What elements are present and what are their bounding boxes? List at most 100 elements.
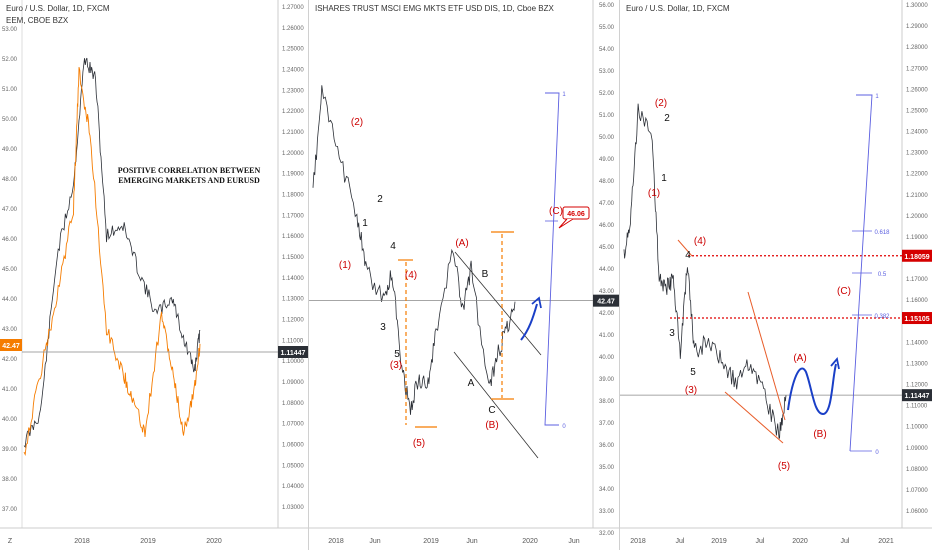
left-axis-tick: 43.00	[2, 327, 18, 333]
eem-chart-svg: 56.00 55.00 54.00 53.00 52.00 51.00 50.00 49.00…	[309, 0, 619, 545]
y-axis-tick: 35.00	[599, 465, 615, 471]
y-axis-tick: 1.30000	[906, 3, 928, 9]
x-axis-tick: Jun	[369, 538, 380, 545]
wave-label: (B)	[813, 429, 826, 440]
right-axis-tick: 1.25000	[282, 47, 304, 53]
y-axis-tick: 1.17000	[906, 277, 928, 283]
right-axis-tick: 1.04000	[282, 484, 304, 490]
wave-label: (A)	[793, 353, 806, 364]
left-axis-tick: 38.00	[2, 477, 18, 483]
y-axis-tick: 1.23000	[906, 151, 928, 157]
wave-label: (C)	[837, 286, 851, 297]
channel-lower-line	[453, 351, 539, 459]
left-axis-tick: 41.00	[2, 387, 18, 393]
y-axis-tick: 49.00	[599, 157, 615, 163]
right-axis-tick: 1.19000	[282, 172, 304, 178]
right-axis-tick: 1.24000	[282, 68, 304, 74]
wave-label: (5)	[413, 438, 425, 449]
wave-label: C	[488, 405, 495, 416]
wave-label: 5	[690, 367, 696, 378]
y-axis-tick: 54.00	[599, 47, 615, 53]
wave-label: (5)	[778, 461, 790, 472]
projection-wave-path	[787, 363, 837, 416]
eem-price-line	[312, 85, 516, 415]
wave-label: (A)	[455, 238, 468, 249]
wedge-lower-line	[724, 391, 784, 444]
y-axis-tick: 1.12000	[906, 383, 928, 389]
wave-label: 3	[380, 322, 386, 333]
right-axis-tick: 1.05000	[282, 463, 304, 469]
target-callout-text: 46.06	[567, 211, 585, 218]
right-axis-tick: 1.08000	[282, 401, 304, 407]
y-axis-tick: 56.00	[599, 3, 615, 9]
y-axis-tick: 42.00	[599, 311, 615, 317]
left-axis-tick: 51.00	[2, 87, 18, 93]
wave-label: (2)	[655, 98, 667, 109]
y-axis-tick: 43.00	[599, 289, 615, 295]
x-axis-tick: Jun	[568, 538, 579, 545]
left-axis-tick: 45.00	[2, 267, 18, 273]
left-axis-tick: 44.00	[2, 297, 18, 303]
x-axis-tick: 2018	[328, 538, 344, 545]
right-axis-tick: 1.27000	[282, 5, 304, 11]
price-badge-bg	[593, 294, 619, 307]
panel-divider	[308, 0, 309, 550]
price-badge-bg	[902, 389, 932, 402]
x-axis-tick: 2020	[522, 538, 538, 545]
x-axis-tick: 2020	[792, 538, 808, 545]
right-axis-tick: 1.16000	[282, 234, 304, 240]
projection-arrow-head	[830, 357, 840, 370]
left-axis-tick: 40.00	[2, 417, 18, 423]
wave-label: 3	[669, 328, 675, 339]
right-axis-tick: 1.03000	[282, 505, 304, 511]
panel-3-title: Euro / U.S. Dollar, 1D, FXCM	[626, 4, 730, 13]
price-badge: 42.47	[597, 299, 615, 306]
wave-label: (1)	[339, 260, 351, 271]
right-price-badge-bg	[278, 346, 308, 358]
right-axis-tick: 1.17000	[282, 213, 304, 219]
x-axis-tick: Jul	[756, 538, 765, 545]
wave-label: (2)	[351, 117, 363, 128]
correlation-chart-svg: 53.00 52.00 51.00 50.00 49.00 48.00 47.00 46.00…	[0, 0, 308, 545]
wave-label: B	[482, 269, 489, 280]
fib-extension-line	[849, 94, 873, 452]
fib-level-label: 0.382	[874, 314, 890, 320]
y-axis-tick: 48.00	[599, 179, 615, 185]
target-callout-box	[562, 206, 590, 220]
y-axis-tick: 1.13000	[906, 361, 928, 367]
x-axis-tick: 2018	[74, 538, 90, 545]
eurusd-chart-svg: 1.30000 1.29000 1.28000 1.27000 1.26000 1.250…	[620, 0, 932, 545]
fib-level-label: 0.618	[874, 230, 890, 236]
right-axis-tick: 1.11000	[282, 338, 304, 344]
y-axis-tick: 46.00	[599, 223, 615, 229]
right-axis-tick: 1.22000	[282, 109, 304, 115]
y-axis-tick: 1.20000	[906, 214, 928, 220]
y-axis-tick: 1.09000	[906, 446, 928, 452]
y-axis-tick: 39.00	[599, 377, 615, 383]
left-axis-tick: 47.00	[2, 207, 18, 213]
eem-series-line	[23, 66, 201, 457]
left-axis-tick: 53.00	[2, 27, 18, 33]
right-axis-tick: 1.21000	[282, 130, 304, 136]
panel-1-title: Euro / U.S. Dollar, 1D, FXCM	[6, 4, 110, 13]
fib-level-label: 1	[875, 94, 879, 100]
panel-1-subtitle: EEM, CBOE BZX	[6, 16, 69, 25]
y-axis-tick: 1.27000	[906, 66, 928, 72]
wave-label: 2	[664, 113, 670, 124]
right-axis-tick: 1.06000	[282, 443, 304, 449]
wave-label: 4	[685, 250, 691, 261]
left-axis-tick: 39.00	[2, 447, 18, 453]
y-axis-tick: 41.00	[599, 333, 615, 339]
price-badge: 1.11447	[905, 393, 930, 400]
y-axis-tick: 1.11000	[906, 404, 928, 410]
right-axis-tick: 1.10000	[282, 359, 304, 365]
projection-arrow-head	[531, 296, 542, 309]
wave-label: (4)	[405, 270, 417, 281]
y-axis-tick: 1.08000	[906, 467, 928, 473]
panel-eurusd-elliott-chart: 1.30000 1.29000 1.28000 1.27000 1.26000 1.250…	[620, 0, 932, 550]
y-axis-tick: 40.00	[599, 355, 615, 361]
y-axis-tick: 53.00	[599, 69, 615, 75]
channel-upper-line	[454, 251, 542, 356]
y-axis-tick: 1.16000	[906, 298, 928, 304]
fib-label-bottom: 0	[562, 424, 566, 430]
